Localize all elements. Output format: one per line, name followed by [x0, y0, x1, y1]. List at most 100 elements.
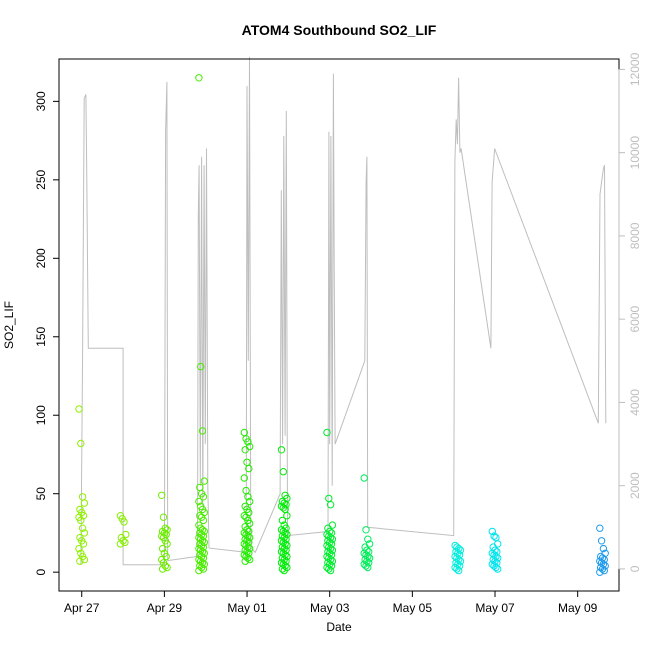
data-point — [280, 566, 288, 575]
x-tick-label: May 01 — [227, 601, 267, 615]
data-point — [364, 563, 372, 572]
data-point — [325, 565, 333, 573]
data-point — [79, 540, 88, 548]
y-left-tick-label: 0 — [34, 569, 48, 576]
altitude-line — [80, 56, 607, 566]
data-point — [241, 446, 249, 454]
data-point — [364, 535, 372, 543]
y-right-tick-label: 10000 — [628, 136, 642, 170]
y-axis-label: SO2_LIF — [2, 301, 16, 349]
data-point — [121, 538, 129, 547]
plot-frame — [58, 58, 620, 592]
x-tick-label: May 09 — [558, 601, 598, 615]
data-point — [80, 499, 89, 507]
y-right-tick-label: 8000 — [628, 222, 642, 249]
data-point — [240, 474, 249, 482]
data-point — [158, 491, 166, 499]
data-point — [325, 494, 333, 503]
data-point — [490, 532, 498, 540]
data-point — [199, 493, 208, 501]
data-point — [195, 74, 203, 82]
flight-group-10 — [596, 524, 609, 576]
data-point — [199, 565, 208, 573]
y-left-tick-label: 150 — [34, 326, 48, 346]
data-point — [199, 516, 208, 525]
data-point — [197, 362, 205, 371]
data-point — [494, 540, 502, 548]
x-tick-label: Apr 27 — [64, 601, 100, 615]
y-right-tick-label: 2000 — [628, 472, 642, 499]
data-point — [75, 405, 83, 413]
altitude-line-layer — [80, 56, 607, 566]
data-point — [326, 501, 335, 509]
data-point — [596, 524, 604, 532]
data-point — [195, 497, 203, 506]
data-point — [362, 526, 370, 534]
data-point — [246, 497, 254, 506]
data-point — [455, 566, 463, 575]
x-axis-label: Date — [326, 620, 352, 634]
flight-group-2 — [158, 491, 171, 573]
y-right-tick-label: 12000 — [628, 52, 642, 86]
data-point — [245, 464, 253, 473]
data-point — [200, 477, 209, 485]
data-point — [599, 544, 608, 553]
y-right-tick-label: 6000 — [628, 306, 642, 333]
data-point — [362, 562, 370, 570]
x-tick-label: May 05 — [393, 601, 433, 615]
data-point — [120, 518, 128, 526]
data-point — [158, 532, 166, 540]
y-left-tick-label: 200 — [34, 248, 48, 268]
flight-group-7 — [360, 474, 374, 572]
data-point — [244, 493, 252, 501]
x-tick-label: May 03 — [310, 601, 350, 615]
data-point — [283, 512, 291, 520]
y-left-tick-label: 250 — [34, 170, 48, 190]
data-point — [78, 524, 87, 532]
data-point — [279, 504, 287, 512]
flight-group-8 — [451, 541, 465, 575]
data-point — [77, 439, 85, 448]
chart-title: ATOM4 Southbound SO2_LIF — [242, 22, 437, 38]
data-point — [360, 474, 368, 482]
data-point — [159, 513, 168, 521]
data-point — [326, 566, 335, 575]
data-point — [277, 446, 286, 454]
data-point — [163, 563, 171, 572]
y-right-tick-label: 4000 — [628, 389, 642, 416]
data-point — [596, 568, 604, 576]
data-point — [246, 555, 254, 564]
data-point — [198, 427, 207, 435]
data-point — [76, 557, 84, 565]
flight-group-4 — [240, 428, 254, 565]
data-point — [328, 521, 337, 529]
flight-group-9 — [488, 527, 502, 573]
data-point — [597, 537, 606, 545]
data-point — [75, 544, 83, 553]
x-axis: Apr 27 Apr 29 May 01 May 03 May 05 May 07 May … — [64, 590, 598, 615]
data-point — [279, 468, 287, 476]
data-point — [494, 565, 502, 573]
data-point — [600, 566, 608, 575]
flight-group-6 — [323, 428, 337, 575]
x-tick-label: May 07 — [475, 601, 515, 615]
points-layer — [75, 74, 609, 576]
data-point — [492, 563, 500, 572]
data-point — [158, 565, 167, 573]
flight-group-1 — [116, 512, 130, 548]
flight-group-3 — [195, 74, 209, 575]
data-point — [80, 529, 89, 537]
flight-group-5 — [277, 446, 291, 575]
y-right-tick-label: 0 — [628, 565, 642, 572]
data-point — [243, 458, 251, 466]
data-point — [163, 540, 171, 548]
data-point — [195, 566, 203, 575]
data-point — [488, 527, 496, 536]
data-point — [158, 544, 167, 553]
data-point — [492, 533, 500, 542]
y-axis-left: 0 50 100 150 200 250 300 — [34, 91, 60, 576]
data-point — [116, 540, 125, 548]
flight-group-0 — [75, 405, 89, 565]
data-point — [78, 493, 87, 501]
